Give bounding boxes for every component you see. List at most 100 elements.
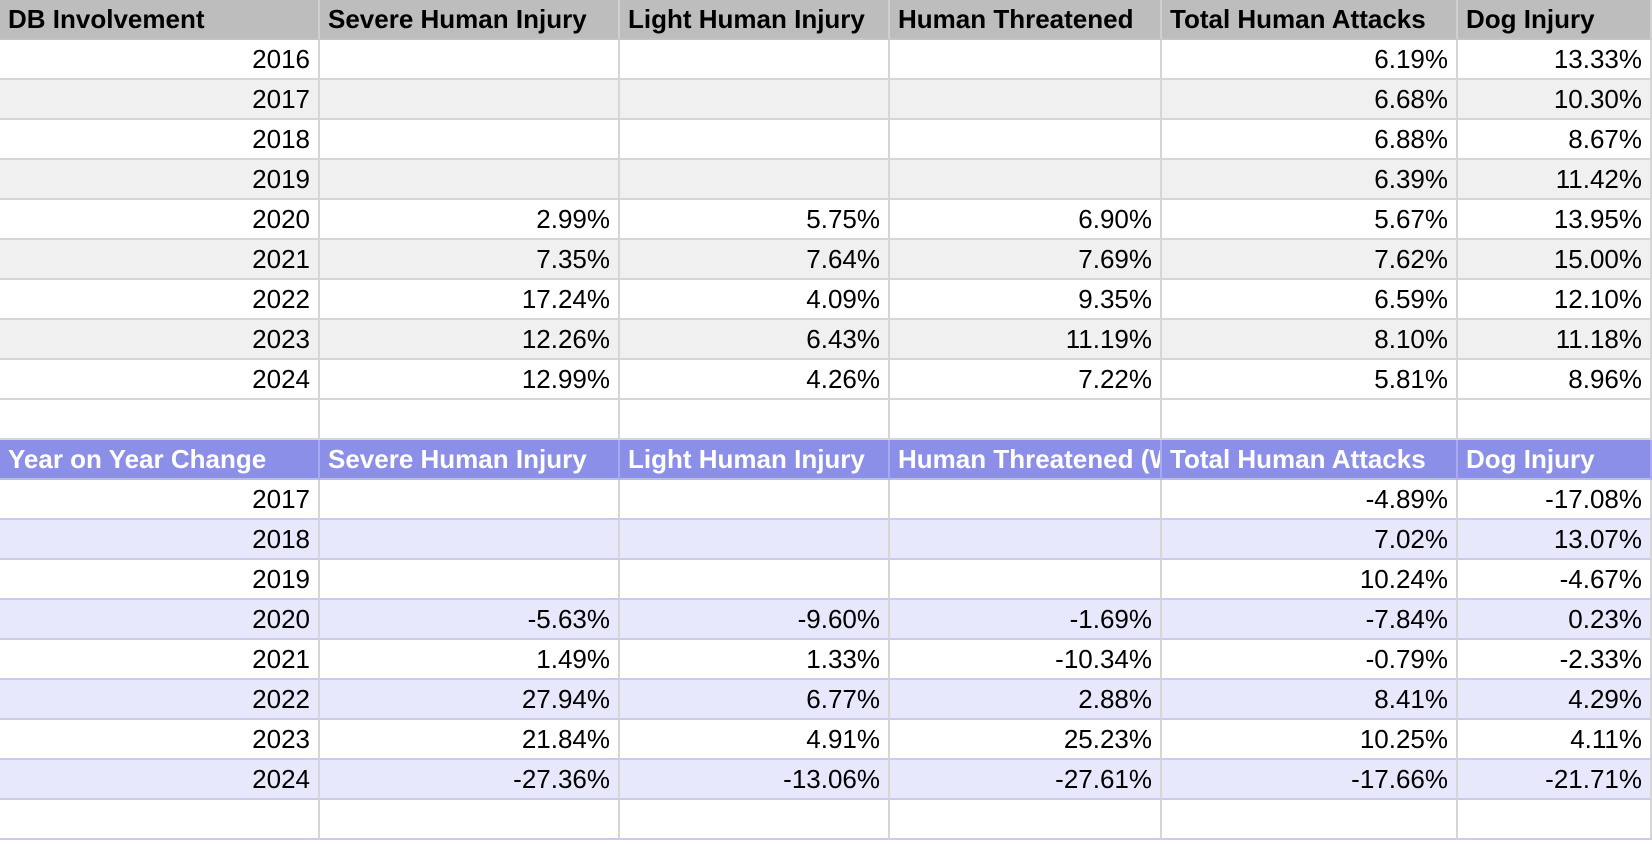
data-cell[interactable]: 1.49% [320,640,620,680]
year-cell[interactable]: 2024 [0,760,320,800]
year-cell[interactable]: 2023 [0,720,320,760]
data-cell[interactable] [890,520,1162,560]
data-cell[interactable]: -9.60% [620,600,890,640]
data-cell[interactable]: 5.67% [1162,200,1458,240]
data-cell[interactable]: 6.59% [1162,280,1458,320]
data-cell[interactable] [890,80,1162,120]
data-cell[interactable]: -10.34% [890,640,1162,680]
table2-header-cell[interactable]: Total Human Attacks [1162,440,1458,480]
table2-header-cell[interactable]: Light Human Injury [620,440,890,480]
empty-cell[interactable] [0,400,320,440]
data-cell[interactable] [620,480,890,520]
data-cell[interactable]: 27.94% [320,680,620,720]
data-cell[interactable]: 4.26% [620,360,890,400]
data-cell[interactable]: 6.19% [1162,40,1458,80]
data-cell[interactable] [890,480,1162,520]
data-cell[interactable] [620,120,890,160]
data-cell[interactable]: 6.39% [1162,160,1458,200]
empty-cell[interactable] [0,800,320,840]
data-cell[interactable]: 8.67% [1458,120,1652,160]
data-cell[interactable]: 6.43% [620,320,890,360]
data-cell[interactable]: 7.64% [620,240,890,280]
year-cell[interactable]: 2022 [0,680,320,720]
year-cell[interactable]: 2022 [0,280,320,320]
data-cell[interactable] [320,80,620,120]
data-cell[interactable]: 4.91% [620,720,890,760]
empty-cell[interactable] [890,400,1162,440]
year-cell[interactable]: 2020 [0,200,320,240]
data-cell[interactable]: -4.67% [1458,560,1652,600]
data-cell[interactable] [620,560,890,600]
year-cell[interactable]: 2021 [0,640,320,680]
year-cell[interactable]: 2018 [0,520,320,560]
table2-header-cell[interactable]: Year on Year Change [0,440,320,480]
year-cell[interactable]: 2019 [0,560,320,600]
year-cell[interactable]: 2023 [0,320,320,360]
year-cell[interactable]: 2021 [0,240,320,280]
empty-cell[interactable] [1458,400,1652,440]
data-cell[interactable] [620,160,890,200]
data-cell[interactable]: 11.42% [1458,160,1652,200]
data-cell[interactable]: 10.24% [1162,560,1458,600]
table1-header-cell[interactable]: Human Threatened [890,0,1162,40]
data-cell[interactable]: 9.35% [890,280,1162,320]
data-cell[interactable] [320,480,620,520]
data-cell[interactable]: 21.84% [320,720,620,760]
data-cell[interactable]: 8.96% [1458,360,1652,400]
data-cell[interactable] [620,80,890,120]
data-cell[interactable]: 4.09% [620,280,890,320]
data-cell[interactable]: -17.08% [1458,480,1652,520]
data-cell[interactable]: 4.11% [1458,720,1652,760]
data-cell[interactable] [890,160,1162,200]
data-cell[interactable]: 11.19% [890,320,1162,360]
data-cell[interactable]: 13.33% [1458,40,1652,80]
data-cell[interactable]: 6.90% [890,200,1162,240]
data-cell[interactable]: 0.23% [1458,600,1652,640]
empty-cell[interactable] [620,400,890,440]
data-cell[interactable] [320,560,620,600]
year-cell[interactable]: 2016 [0,40,320,80]
data-cell[interactable]: 4.29% [1458,680,1652,720]
data-cell[interactable]: 13.07% [1458,520,1652,560]
data-cell[interactable]: 10.30% [1458,80,1652,120]
empty-cell[interactable] [320,800,620,840]
empty-cell[interactable] [890,800,1162,840]
data-cell[interactable]: -27.61% [890,760,1162,800]
data-cell[interactable]: 10.25% [1162,720,1458,760]
table2-header-cell[interactable]: Dog Injury [1458,440,1652,480]
data-cell[interactable]: 6.88% [1162,120,1458,160]
data-cell[interactable] [890,560,1162,600]
data-cell[interactable] [890,40,1162,80]
data-cell[interactable]: -2.33% [1458,640,1652,680]
data-cell[interactable]: -21.71% [1458,760,1652,800]
data-cell[interactable]: 25.23% [890,720,1162,760]
data-cell[interactable] [620,40,890,80]
year-cell[interactable]: 2020 [0,600,320,640]
data-cell[interactable]: -7.84% [1162,600,1458,640]
data-cell[interactable]: 5.81% [1162,360,1458,400]
data-cell[interactable]: 15.00% [1458,240,1652,280]
data-cell[interactable]: 17.24% [320,280,620,320]
data-cell[interactable]: -5.63% [320,600,620,640]
data-cell[interactable]: 7.22% [890,360,1162,400]
data-cell[interactable]: 11.18% [1458,320,1652,360]
year-cell[interactable]: 2018 [0,120,320,160]
data-cell[interactable]: 7.02% [1162,520,1458,560]
data-cell[interactable]: -0.79% [1162,640,1458,680]
empty-cell[interactable] [1458,800,1652,840]
data-cell[interactable]: 8.10% [1162,320,1458,360]
table1-header-cell[interactable]: Severe Human Injury [320,0,620,40]
data-cell[interactable] [320,40,620,80]
data-cell[interactable]: 12.10% [1458,280,1652,320]
data-cell[interactable]: 6.77% [620,680,890,720]
data-cell[interactable] [320,120,620,160]
data-cell[interactable] [620,520,890,560]
data-cell[interactable]: 7.35% [320,240,620,280]
data-cell[interactable]: 6.68% [1162,80,1458,120]
table1-header-cell[interactable]: Light Human Injury [620,0,890,40]
year-cell[interactable]: 2024 [0,360,320,400]
year-cell[interactable]: 2017 [0,80,320,120]
table1-header-cell[interactable]: Total Human Attacks [1162,0,1458,40]
data-cell[interactable]: 2.99% [320,200,620,240]
empty-cell[interactable] [620,800,890,840]
